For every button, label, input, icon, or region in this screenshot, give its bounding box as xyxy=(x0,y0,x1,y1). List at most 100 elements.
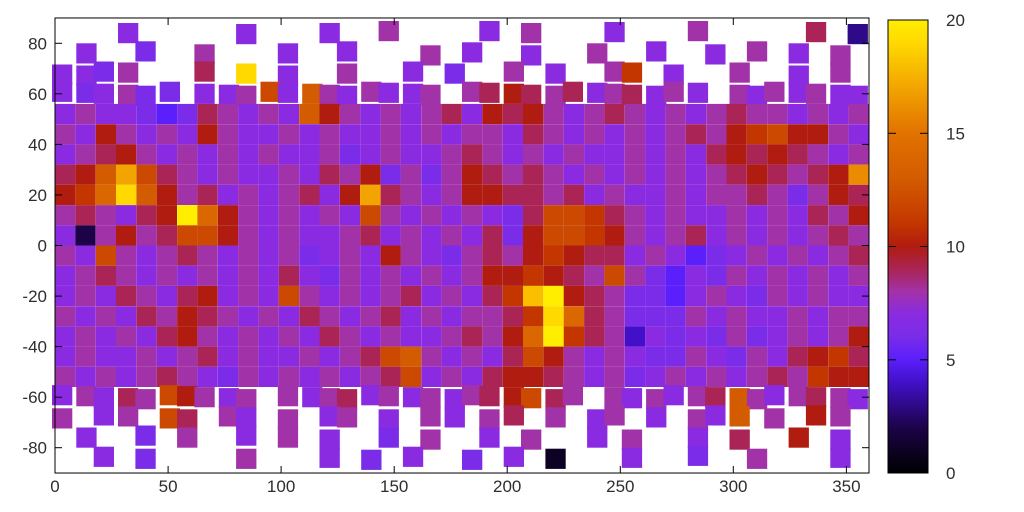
heatmap-cell xyxy=(421,184,442,205)
heatmap-cell xyxy=(319,406,340,427)
heatmap-cell xyxy=(260,81,281,102)
heatmap-cell xyxy=(360,225,381,246)
heatmap-cell xyxy=(360,164,381,185)
heatmap-cell xyxy=(624,245,646,266)
heatmap-cell xyxy=(55,265,76,286)
heatmap-cell xyxy=(685,346,707,367)
heatmap-cell xyxy=(75,306,96,327)
heatmap-cell xyxy=(562,385,583,406)
heatmap-cell xyxy=(584,346,605,367)
heatmap-cell xyxy=(156,103,177,125)
heatmap-cell xyxy=(197,103,218,125)
heatmap-cell xyxy=(479,21,500,42)
heatmap-cell xyxy=(75,184,96,205)
heatmap-cell xyxy=(663,81,684,102)
heatmap-cell xyxy=(339,225,361,246)
heatmap-cell xyxy=(400,164,422,185)
heatmap-cell xyxy=(421,225,442,246)
heatmap-cell xyxy=(95,326,116,347)
heatmap-cells-layer xyxy=(52,21,869,470)
heatmap-cell xyxy=(807,205,829,226)
heatmap-cell xyxy=(55,144,76,165)
heatmap-cell xyxy=(55,326,76,347)
heatmap-cell xyxy=(645,205,666,226)
heatmap-cell xyxy=(95,103,116,125)
heatmap-cell xyxy=(767,164,788,185)
heatmap-cell xyxy=(523,144,544,165)
heatmap-cell xyxy=(685,164,707,185)
y-tick-label: 20 xyxy=(28,186,47,205)
heatmap-cell xyxy=(787,285,808,307)
heatmap-cell xyxy=(828,346,849,367)
heatmap-cell xyxy=(767,205,788,226)
heatmap-cell xyxy=(543,184,564,205)
heatmap-cell xyxy=(523,103,544,125)
heatmap-cell xyxy=(665,306,686,327)
heatmap-cell xyxy=(52,64,73,85)
y-tick-label: 80 xyxy=(28,34,47,53)
heatmap-cell xyxy=(523,306,544,327)
heatmap-cell xyxy=(380,144,401,165)
heatmap-cell xyxy=(604,326,625,347)
heatmap-cell xyxy=(135,448,156,469)
heatmap-cell xyxy=(543,306,564,327)
heatmap-cell xyxy=(52,408,73,429)
heatmap-cell xyxy=(621,84,643,105)
heatmap-cell xyxy=(604,405,625,426)
heatmap-cell xyxy=(584,265,605,286)
heatmap-cell xyxy=(805,405,827,426)
heatmap-cell xyxy=(788,386,809,407)
heatmap-cell xyxy=(421,326,442,347)
heatmap-cell xyxy=(339,164,361,185)
heatmap-cell xyxy=(604,366,625,387)
heatmap-cell xyxy=(828,366,849,387)
heatmap-cell xyxy=(217,366,239,387)
heatmap-cell xyxy=(360,184,381,205)
heatmap-cell xyxy=(665,205,686,226)
heatmap-cell xyxy=(55,285,76,307)
heatmap-cell xyxy=(319,285,340,307)
heatmap-cell xyxy=(400,245,422,266)
heatmap-cell xyxy=(665,346,686,367)
heatmap-cell xyxy=(360,265,381,286)
colorbar-tick-label: 15 xyxy=(946,124,965,143)
heatmap-cell xyxy=(159,385,180,406)
heatmap-cell xyxy=(767,225,788,246)
heatmap-cell xyxy=(665,326,686,347)
heatmap-cell xyxy=(787,245,808,266)
heatmap-cell xyxy=(217,205,239,226)
heatmap-cell xyxy=(705,405,726,426)
heatmap-cell xyxy=(360,326,381,347)
heatmap-cell xyxy=(604,61,625,82)
heatmap-cell xyxy=(685,366,707,387)
heatmap-cell xyxy=(441,346,462,367)
heatmap-cell xyxy=(299,124,320,145)
heatmap-cell xyxy=(545,85,566,106)
heatmap-cell xyxy=(156,164,177,185)
heatmap-cell xyxy=(543,103,564,125)
heatmap-cell xyxy=(400,306,422,327)
heatmap-cell xyxy=(400,144,422,165)
heatmap-cell xyxy=(217,265,239,286)
heatmap-cell xyxy=(663,385,684,406)
heatmap-cell xyxy=(787,205,808,226)
heatmap-cell xyxy=(236,63,257,84)
heatmap-cell xyxy=(75,366,96,387)
heatmap-cell xyxy=(194,83,215,104)
heatmap-cell xyxy=(726,306,747,327)
heatmap-cell xyxy=(55,184,76,205)
heatmap-cell xyxy=(258,144,279,165)
heatmap-cell xyxy=(828,103,849,125)
heatmap-cell xyxy=(319,366,340,387)
heatmap-cell xyxy=(482,306,503,327)
heatmap-cell xyxy=(479,427,500,448)
heatmap-cell xyxy=(503,83,524,104)
heatmap-cell xyxy=(336,407,358,428)
heatmap-cell xyxy=(665,164,686,185)
heatmap-cell xyxy=(360,245,381,266)
heatmap-cell xyxy=(217,103,239,125)
heatmap-cell xyxy=(441,285,462,307)
heatmap-cell xyxy=(278,103,300,125)
heatmap-cell xyxy=(787,326,808,347)
